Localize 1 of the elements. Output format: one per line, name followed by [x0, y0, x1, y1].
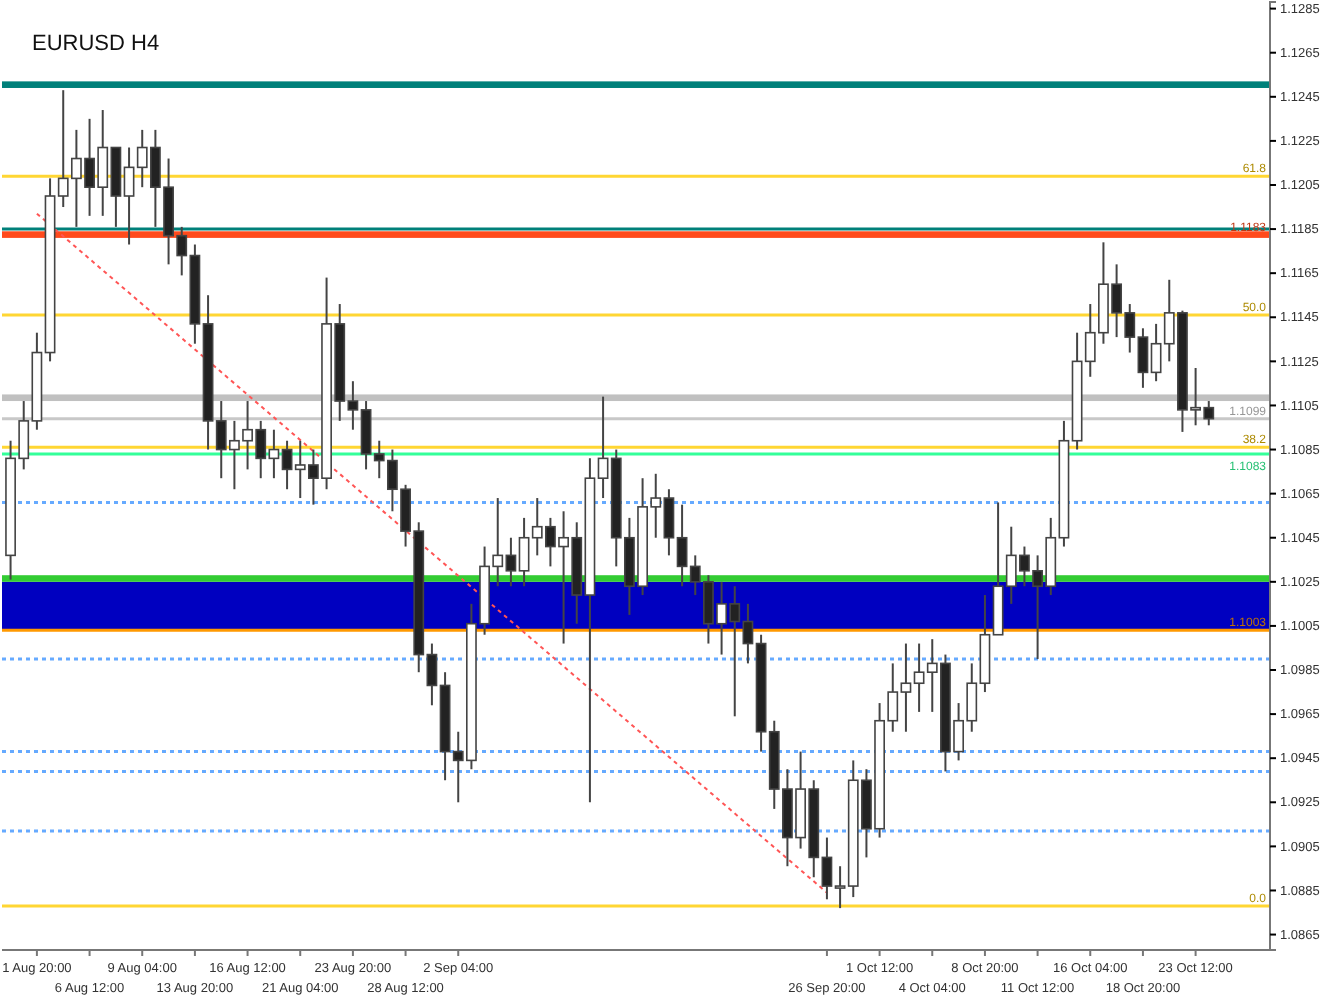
text: EURUSD H4 — [32, 32, 160, 56]
